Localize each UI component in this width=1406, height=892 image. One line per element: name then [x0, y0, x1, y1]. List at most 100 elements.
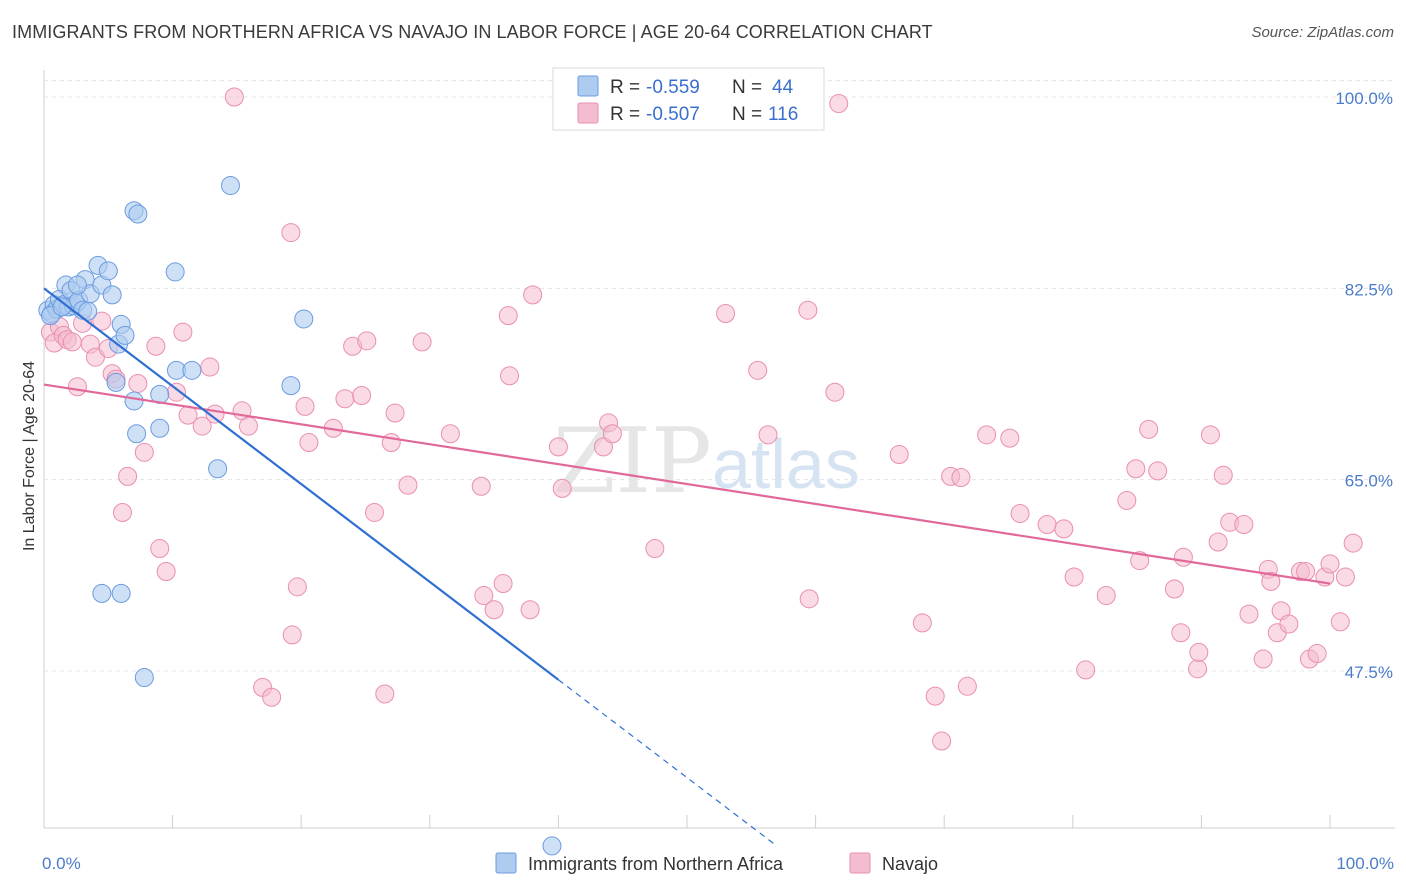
legend-r-label-2: R =	[610, 104, 640, 125]
navajo-point	[1234, 514, 1254, 534]
navajo-point	[281, 223, 301, 243]
legend-r-label-1: R =	[610, 77, 640, 98]
navajo-point	[912, 613, 932, 633]
navajo-point	[645, 539, 665, 559]
navajo-point	[1279, 614, 1299, 634]
bottom-legend-swatch-pink	[849, 852, 871, 874]
bottom-legend-swatch-blue	[495, 852, 517, 874]
navajo-point	[957, 676, 977, 696]
navajo-point	[748, 360, 768, 380]
navajo-point	[166, 382, 186, 402]
navajo-point	[498, 306, 518, 326]
x-tick-label: 100.0%	[1336, 854, 1394, 873]
navajo-point	[825, 382, 845, 402]
immigrants-point	[542, 836, 562, 856]
navajo-point	[134, 442, 154, 462]
immigrants-point	[182, 360, 202, 380]
navajo-point	[1126, 459, 1146, 479]
navajo-point	[1343, 533, 1363, 553]
navajo-point	[1054, 519, 1074, 539]
navajo-point	[593, 437, 613, 457]
navajo-point	[352, 385, 372, 405]
immigrants-point	[111, 583, 131, 603]
navajo-point	[716, 303, 736, 323]
navajo-point	[335, 389, 355, 409]
immigrants-point	[102, 285, 122, 305]
immigrants-point	[128, 204, 148, 224]
gridlines	[44, 80, 1395, 672]
chart-source: Source: ZipAtlas.com	[1251, 24, 1394, 41]
navajo-point	[299, 432, 319, 452]
legend-n-value-2: 116	[768, 104, 798, 125]
navajo-point	[262, 687, 282, 707]
navajo-point	[282, 625, 302, 645]
immigrants-point	[165, 262, 185, 282]
navajo-point	[295, 396, 315, 416]
navajo-point	[1188, 659, 1208, 679]
navajo-point	[1117, 490, 1137, 510]
navajo-point	[520, 600, 540, 620]
immigrants-point	[150, 418, 170, 438]
navajo-point	[1130, 551, 1150, 571]
navajo-point	[156, 562, 176, 582]
navajo-point	[1037, 514, 1057, 534]
navajo-point	[146, 336, 166, 356]
immigrants-point	[208, 459, 228, 479]
navajo-point	[200, 357, 220, 377]
legend-r-value-1: -0.559	[646, 77, 700, 98]
immigrants-point	[115, 325, 135, 345]
navajo-point	[758, 425, 778, 445]
navajo-point	[365, 502, 385, 522]
stats-legend: R = -0.559 N = 44 R = -0.507 N = 116	[552, 67, 825, 131]
navajo-point	[224, 87, 244, 107]
navajo-point	[977, 425, 997, 445]
navajo-point	[493, 574, 513, 594]
navajo-point	[1076, 660, 1096, 680]
navajo-point	[1213, 465, 1233, 485]
navajo-point	[1148, 461, 1168, 481]
y-tick-label: 47.5%	[1345, 663, 1393, 682]
navajo-point	[192, 416, 212, 436]
navajo-point	[500, 366, 520, 386]
navajo-point	[471, 476, 491, 496]
x-axis-tick-labels: 0.0% 100.0%	[42, 854, 1394, 873]
navajo-point	[1320, 554, 1340, 574]
navajo-point	[357, 331, 377, 351]
navajo-point	[112, 502, 132, 522]
bottom-legend-label-immigrants: Immigrants from Northern Africa	[528, 854, 784, 874]
y-tick-label: 82.5%	[1345, 280, 1393, 299]
navajo-point	[118, 466, 138, 486]
navajo-point	[385, 403, 405, 423]
navajo-point	[1239, 604, 1259, 624]
navajo-point	[1200, 425, 1220, 445]
navajo-point	[1171, 623, 1191, 643]
y-tick-label: 100.0%	[1335, 89, 1393, 108]
navajo-point	[889, 445, 909, 465]
immigrants-point	[98, 261, 118, 281]
navajo-point	[484, 600, 504, 620]
navajo-point	[552, 478, 572, 498]
navajo-point	[92, 311, 112, 331]
navajo-point	[951, 467, 971, 487]
y-axis-tick-labels: 100.0% 82.5% 65.0% 47.5%	[1335, 89, 1393, 682]
navajo-point	[798, 300, 818, 320]
bottom-legend-label-navajo: Navajo	[882, 854, 938, 874]
navajo-point	[829, 94, 849, 114]
trend-lines	[43, 287, 1331, 847]
immigrants-point	[106, 372, 126, 392]
navajo-point	[1253, 649, 1273, 669]
legend-n-label-1: N =	[732, 77, 762, 98]
navajo-point	[1208, 532, 1228, 552]
navajo-point	[602, 424, 622, 444]
immigrants-point	[52, 297, 72, 317]
immigrants-point	[220, 176, 240, 196]
x-axis-ticks	[172, 815, 1331, 828]
immigrants-point	[92, 583, 112, 603]
navajo-point	[1139, 419, 1159, 439]
navajo-point	[1307, 644, 1327, 664]
immigrants-point	[294, 309, 314, 329]
navajo-point	[1064, 567, 1084, 587]
y-axis-label: In Labor Force | Age 20-64	[21, 361, 38, 551]
watermark-zip: ZIP	[553, 409, 712, 514]
